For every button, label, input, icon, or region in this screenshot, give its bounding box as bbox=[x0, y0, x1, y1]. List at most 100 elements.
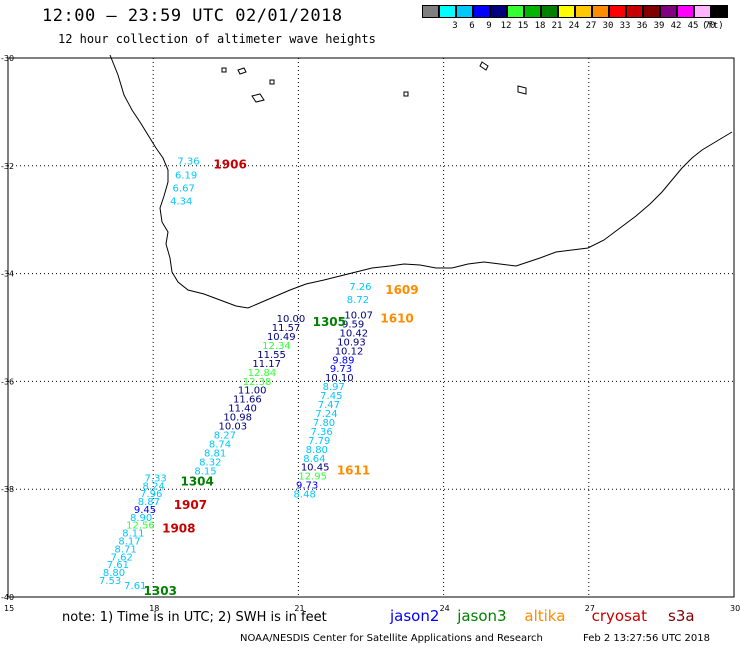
latitude-label: -40 bbox=[1, 593, 14, 602]
wave-height-value: 8.97 bbox=[323, 382, 345, 393]
wave-height-value: 8.27 bbox=[214, 430, 236, 441]
satellite-s3a: s3a bbox=[668, 607, 695, 625]
wave-height-value: 8.17 bbox=[118, 537, 140, 548]
pass-time-label: 1303 bbox=[144, 584, 177, 598]
legend-label: 9 bbox=[486, 21, 492, 31]
wave-height-value: 10.42 bbox=[340, 328, 369, 339]
pass-time-label: 1609 bbox=[385, 283, 418, 297]
wave-height-value: 7.47 bbox=[318, 400, 340, 411]
footer-note: note: 1) Time is in UTC; 2) SWH is in fe… bbox=[62, 610, 327, 625]
legend-label: 30 bbox=[602, 21, 614, 31]
island-1 bbox=[221, 67, 227, 73]
wave-height-value: 9.59 bbox=[342, 319, 364, 330]
wave-height-value: 8.87 bbox=[138, 497, 160, 508]
legend-label: 21 bbox=[551, 21, 563, 31]
pass-time-label: 1907 bbox=[174, 498, 207, 512]
wave-height-value: 7.61 bbox=[124, 581, 146, 592]
wave-height-value: 10.12 bbox=[335, 346, 364, 357]
pass-time-label: 1906 bbox=[213, 158, 246, 172]
wave-height-value: 10.93 bbox=[337, 337, 366, 348]
wave-height-value: 11.00 bbox=[238, 386, 267, 397]
coastline bbox=[109, 54, 733, 309]
island-4 bbox=[269, 79, 275, 85]
longitude-label: 24 bbox=[440, 604, 450, 613]
wave-height-value: 12.56 bbox=[126, 521, 155, 532]
legend-label: 39 bbox=[653, 21, 665, 31]
wave-height-value: 10.45 bbox=[301, 463, 330, 474]
island-5 bbox=[479, 61, 489, 71]
credit-line: NOAA/NESDIS Center for Satellite Applica… bbox=[240, 633, 543, 644]
satellite-altika: altika bbox=[524, 607, 566, 625]
track-jason3-1304: 7.338.247.96 1304 bbox=[140, 473, 214, 500]
map-axes: -30 -32 -34 -36 -38 -40 15 18 21 24 27 30 bbox=[1, 54, 740, 613]
legend-swatch bbox=[473, 5, 490, 18]
track-cryosat-1906: 7.36 6.19 6.67 4.34 1906 bbox=[170, 157, 247, 208]
latitude-label: -38 bbox=[1, 485, 14, 494]
wave-height-value: 7.36 bbox=[177, 157, 199, 168]
wave-height-value: 10.10 bbox=[325, 373, 354, 384]
wave-height-value: 11.66 bbox=[233, 395, 262, 406]
wave-height-value: 8.72 bbox=[347, 295, 369, 306]
island-7 bbox=[403, 91, 409, 97]
legend-swatch bbox=[694, 5, 711, 18]
wave-height-value: 8.32 bbox=[199, 457, 221, 468]
wave-height-value: 6.19 bbox=[175, 171, 197, 182]
wave-height-value: 8.81 bbox=[204, 448, 226, 459]
legend-swatch bbox=[524, 5, 541, 18]
wave-height-value: 11.40 bbox=[228, 404, 257, 415]
wave-height-value: 7.61 bbox=[107, 560, 129, 571]
wave-height-value: 7.36 bbox=[311, 427, 333, 438]
latitude-label: -32 bbox=[1, 162, 14, 171]
longitude-label: 30 bbox=[730, 604, 740, 613]
south-africa-coast bbox=[109, 54, 733, 309]
track-cryosat-1907: 8.879.458.90 1907 bbox=[130, 497, 207, 524]
legend-label: 15 bbox=[517, 21, 529, 31]
legend-swatch bbox=[456, 5, 473, 18]
map-title: 12:00 – 23:59 UTC 02/01/2018 bbox=[42, 6, 343, 26]
legend-swatch bbox=[626, 5, 643, 18]
wave-height-value: 8.64 bbox=[303, 454, 325, 465]
satellite-jason3: jason3 bbox=[457, 607, 507, 625]
satellite-jason2: jason2 bbox=[390, 607, 440, 625]
legend-label: 6 bbox=[469, 21, 475, 31]
track-altika-1610: 10.079.5910.4210.9310.129.899.7310.108.9… bbox=[303, 311, 414, 465]
wave-height-value: 9.73 bbox=[296, 481, 318, 492]
legend-swatch bbox=[490, 5, 507, 18]
wave-height-value: 8.71 bbox=[114, 544, 136, 555]
pass-time-label: 1305 bbox=[313, 315, 346, 329]
wave-height-value: 7.45 bbox=[320, 391, 342, 402]
pass-time-label: 1908 bbox=[162, 522, 195, 536]
wave-height-observations: 7.36 6.19 6.67 4.34 1906 7.26 8.72 1609 10.079.5… bbox=[99, 157, 419, 598]
map-frame bbox=[7, 57, 735, 598]
wave-height-value: 7.24 bbox=[315, 409, 337, 420]
legend-label: 18 bbox=[534, 21, 546, 31]
legend-swatch bbox=[677, 5, 694, 18]
legend-swatch bbox=[558, 5, 575, 18]
pass-time-label: 1610 bbox=[380, 312, 413, 326]
track-cryosat-1908: 12.568.118.178.717.627.618.807.53 7.61190… bbox=[99, 521, 196, 592]
wave-height-value: 8.15 bbox=[194, 466, 216, 477]
island-6 bbox=[517, 85, 527, 95]
legend-unit: (ft) bbox=[702, 21, 724, 31]
wave-height-value: 7.62 bbox=[111, 552, 133, 563]
legend-swatch bbox=[660, 5, 677, 18]
pass-time-label: 1304 bbox=[180, 474, 213, 488]
wave-height-value: 9.73 bbox=[330, 364, 352, 375]
track-jason3-1303: 1303 bbox=[144, 584, 177, 598]
wave-height-value: 7.80 bbox=[313, 418, 335, 429]
generation-timestamp: Feb 2 13:27:56 UTC 2018 bbox=[583, 633, 710, 644]
wave-height-value: 12.95 bbox=[298, 472, 327, 483]
island-3 bbox=[251, 93, 265, 103]
latitude-label: -30 bbox=[1, 54, 14, 63]
wave-height-value: 10.00 bbox=[277, 314, 306, 325]
longitude-label: 15 bbox=[4, 604, 14, 613]
wave-height-value: 8.24 bbox=[143, 481, 165, 492]
wave-height-value: 8.80 bbox=[103, 568, 125, 579]
wave-height-value: 7.53 bbox=[99, 576, 121, 587]
wave-height-value: 11.55 bbox=[257, 350, 286, 361]
legend-swatch bbox=[643, 5, 660, 18]
wave-height-value: 11.17 bbox=[252, 359, 281, 370]
legend-label: 70 bbox=[704, 21, 716, 31]
